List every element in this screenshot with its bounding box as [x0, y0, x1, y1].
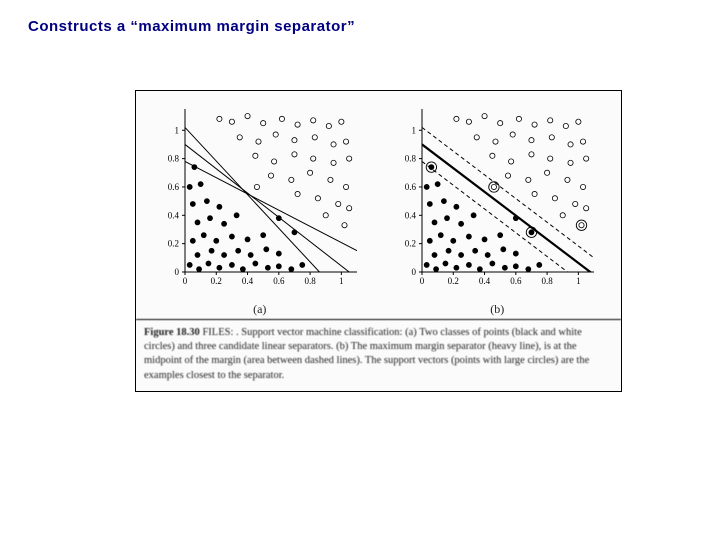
svg-text:0.6: 0.6	[405, 182, 417, 192]
panel-b-wrap: 0 0.2 0.4 0.6 0.8 1 0 0.2 0.4 0.6 0.8 1 (b)	[392, 101, 602, 317]
svg-text:1: 1	[412, 125, 417, 135]
svg-text:0.2: 0.2	[210, 276, 221, 286]
svg-text:0.2: 0.2	[448, 276, 459, 286]
svg-text:0.6: 0.6	[510, 276, 522, 286]
svg-text:1: 1	[174, 125, 179, 135]
plots-row: 0 0.2 0.4 0.6 0.8 1 0 0.2 0.4 0.6 0.8 1 (a) 0 0.2 0.4…	[136, 91, 621, 319]
figure-container: 0 0.2 0.4 0.6 0.8 1 0 0.2 0.4 0.6 0.8 1 (a) 0 0.2 0.4…	[135, 90, 622, 392]
svg-text:0.8: 0.8	[542, 276, 554, 286]
svg-text:0.4: 0.4	[405, 210, 417, 220]
page-title: Constructs a “maximum margin separator”	[28, 18, 355, 35]
panel-b-chart: 0 0.2 0.4 0.6 0.8 1 0 0.2 0.4 0.6 0.8 1	[392, 101, 602, 296]
caption-text: FILES: . Support vector machine classifi…	[144, 327, 589, 381]
panel-a-chart: 0 0.2 0.4 0.6 0.8 1 0 0.2 0.4 0.6 0.8 1	[155, 101, 365, 296]
svg-text:0: 0	[174, 267, 179, 277]
svg-text:0.2: 0.2	[168, 239, 179, 249]
svg-text:0.8: 0.8	[304, 276, 316, 286]
panel-a-label: (a)	[253, 302, 266, 317]
svg-text:0.8: 0.8	[405, 154, 417, 164]
svg-text:0.2: 0.2	[405, 239, 416, 249]
svg-text:0: 0	[183, 276, 188, 286]
svg-text:0.6: 0.6	[273, 276, 285, 286]
svg-text:0: 0	[420, 276, 425, 286]
caption-label: Figure 18.30	[144, 327, 200, 338]
svg-text:0.4: 0.4	[479, 276, 491, 286]
svg-text:1: 1	[576, 276, 581, 286]
svg-text:1: 1	[339, 276, 344, 286]
panel-b-label: (b)	[490, 302, 504, 317]
svg-text:0.6: 0.6	[168, 182, 180, 192]
svg-text:0.8: 0.8	[168, 154, 180, 164]
svg-text:0: 0	[412, 267, 417, 277]
figure-caption: Figure 18.30 FILES: . Support vector mac…	[136, 319, 621, 391]
panel-a-wrap: 0 0.2 0.4 0.6 0.8 1 0 0.2 0.4 0.6 0.8 1 (a)	[155, 101, 365, 317]
svg-text:0.4: 0.4	[168, 210, 180, 220]
svg-text:0.4: 0.4	[242, 276, 254, 286]
